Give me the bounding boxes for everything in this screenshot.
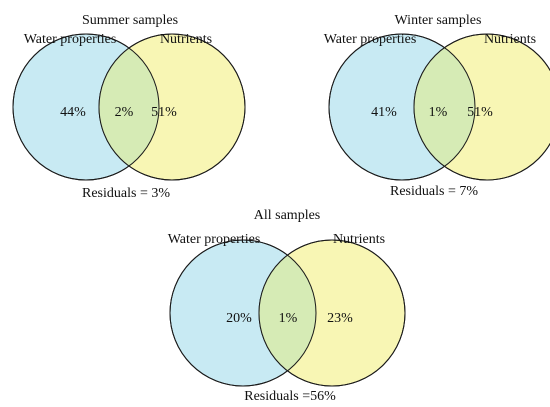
venn-all: All samples Water properties Nutrients 2… xyxy=(168,208,406,404)
right-set-label: Nutrients xyxy=(484,32,536,47)
left-set-label: Water properties xyxy=(324,32,417,47)
diagram-title: All samples xyxy=(254,208,321,223)
residuals-label: Residuals =56% xyxy=(244,389,336,404)
right-only-value: 23% xyxy=(327,311,353,326)
right-set-label: Nutrients xyxy=(333,232,385,247)
overlap-value: 2% xyxy=(115,105,134,120)
diagram-title: Summer samples xyxy=(82,13,178,28)
left-only-value: 41% xyxy=(371,105,397,120)
right-set-label: Nutrients xyxy=(160,32,212,47)
right-only-value: 51% xyxy=(151,105,177,120)
overlap-region xyxy=(99,34,159,180)
right-only-value: 51% xyxy=(467,105,493,120)
residuals-label: Residuals = 3% xyxy=(82,186,170,201)
diagram-title: Winter samples xyxy=(395,13,482,28)
overlap-region xyxy=(414,34,475,180)
left-set-label: Water properties xyxy=(24,32,117,47)
venn-summer: Summer samples Water properties Nutrient… xyxy=(12,13,246,201)
left-only-value: 20% xyxy=(226,311,252,326)
overlap-region xyxy=(259,240,316,386)
residuals-label: Residuals = 7% xyxy=(390,184,478,199)
venn-winter: Winter samples Water properties Nutrient… xyxy=(324,13,550,199)
left-only-value: 44% xyxy=(60,105,86,120)
overlap-value: 1% xyxy=(429,105,448,120)
left-set-label: Water properties xyxy=(168,232,261,247)
overlap-value: 1% xyxy=(279,311,298,326)
